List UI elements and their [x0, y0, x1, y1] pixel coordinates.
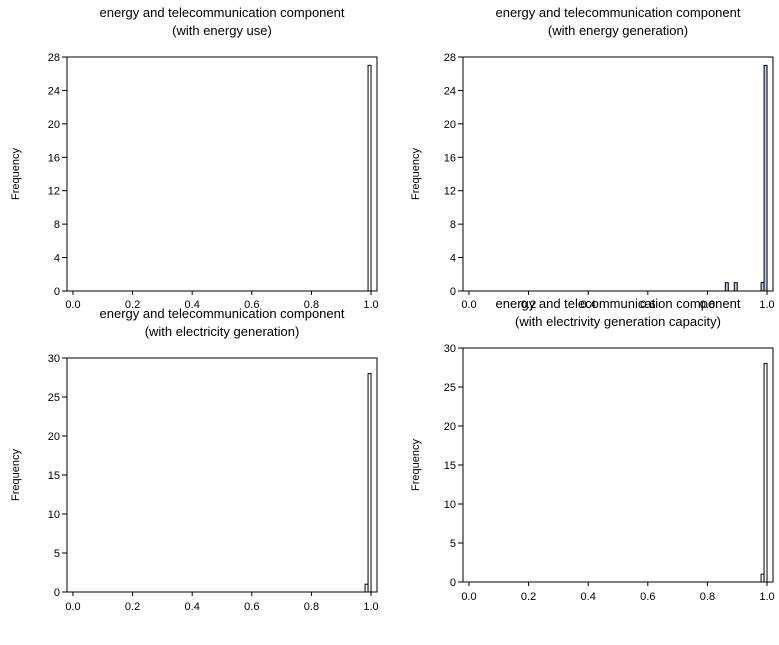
y-tick-label: 5 — [54, 548, 60, 560]
x-tick-label: 0.6 — [244, 299, 259, 311]
y-tick-label: 16 — [48, 152, 60, 164]
y-tick-label: 10 — [444, 499, 456, 511]
x-tick-label: 0.4 — [185, 299, 200, 311]
chart-subtitle: (with electricity generation) — [145, 324, 300, 339]
y-tick-label: 20 — [48, 431, 60, 443]
y-tick-label: 4 — [450, 253, 456, 265]
chart-title: energy and telecommunication component — [100, 306, 345, 321]
y-tick-label: 30 — [48, 353, 60, 365]
y-tick-label: 8 — [450, 219, 456, 231]
x-tick-label: 0.0 — [65, 601, 80, 613]
x-tick-label: 0.6 — [640, 591, 655, 603]
x-tick-label: 0.0 — [65, 299, 80, 311]
x-tick-label: 1.0 — [363, 299, 378, 311]
y-tick-label: 0 — [450, 577, 456, 589]
x-tick-label: 1.0 — [363, 601, 378, 613]
y-tick-label: 25 — [48, 392, 60, 404]
chart-subtitle: (with electrivity generation capacity) — [515, 314, 721, 329]
chart-4: energy and telecommunication component (w… — [410, 296, 775, 603]
y-tick-label: 4 — [54, 253, 60, 265]
chart-title: energy and telecommunication component — [496, 296, 741, 311]
y-tick-label: 20 — [444, 119, 456, 131]
y-tick-label: 0 — [54, 587, 60, 599]
x-tick-label: 0.2 — [521, 591, 536, 603]
y-tick-label: 5 — [450, 538, 456, 550]
plot-frame — [66, 357, 378, 593]
y-tick-label: 24 — [444, 85, 456, 97]
x-tick-label: 1.0 — [759, 591, 774, 603]
x-tick-label: 0.4 — [581, 591, 596, 603]
y-tick-label: 0 — [54, 286, 60, 298]
y-tick-label: 10 — [48, 509, 60, 521]
chart-3: energy and telecommunication component (w… — [10, 306, 379, 613]
chart-1: energy and telecommunication component (w… — [10, 5, 379, 311]
histogram-bar — [367, 64, 372, 292]
histogram-bar — [367, 373, 372, 593]
chart-title: energy and telecommunication component — [496, 5, 741, 20]
y-tick-label: 8 — [54, 219, 60, 231]
y-tick-label: 25 — [444, 382, 456, 394]
y-axis-label: Frequency — [10, 148, 22, 200]
plot-frame — [462, 56, 774, 292]
y-tick-label: 20 — [444, 421, 456, 433]
x-tick-label: 0.2 — [521, 299, 536, 311]
chart-subtitle: (with energy use) — [172, 23, 272, 38]
y-tick-label: 28 — [48, 52, 60, 64]
y-axis-label: Frequency — [410, 439, 422, 491]
y-tick-label: 28 — [444, 52, 456, 64]
x-tick-label: 0.8 — [700, 591, 715, 603]
x-tick-label: 0.4 — [581, 299, 596, 311]
y-tick-label: 12 — [48, 186, 60, 198]
y-axis-label: Frequency — [10, 449, 22, 501]
x-tick-label: 0.8 — [304, 601, 319, 613]
y-tick-label: 30 — [444, 343, 456, 355]
x-tick-label: 0.0 — [461, 299, 476, 311]
x-tick-label: 0.2 — [125, 299, 140, 311]
chart-2: energy and telecommunication component (w… — [410, 5, 775, 311]
y-tick-label: 15 — [444, 460, 456, 472]
y-tick-label: 20 — [48, 119, 60, 131]
y-tick-label: 0 — [450, 286, 456, 298]
x-tick-label: 1.0 — [759, 299, 774, 311]
y-tick-label: 15 — [48, 470, 60, 482]
plot-frame — [462, 347, 774, 583]
y-axis-label: Frequency — [410, 148, 422, 200]
chart-subtitle: (with energy generation) — [548, 23, 688, 38]
histogram-bar — [733, 282, 738, 292]
x-tick-label: 0.6 — [244, 601, 259, 613]
y-tick-label: 12 — [444, 186, 456, 198]
histogram-bar — [724, 282, 729, 292]
x-tick-label: 0.4 — [185, 601, 200, 613]
plot-frame — [66, 56, 378, 292]
chart-title: energy and telecommunication component — [100, 5, 345, 20]
histogram-bar — [763, 363, 768, 583]
x-tick-label: 0.0 — [461, 591, 476, 603]
x-tick-label: 0.8 — [700, 299, 715, 311]
x-tick-label: 0.2 — [125, 601, 140, 613]
x-tick-label: 0.6 — [640, 299, 655, 311]
histogram-bar — [763, 64, 768, 292]
y-tick-label: 16 — [444, 152, 456, 164]
y-tick-label: 24 — [48, 85, 60, 97]
x-tick-label: 0.8 — [304, 299, 319, 311]
